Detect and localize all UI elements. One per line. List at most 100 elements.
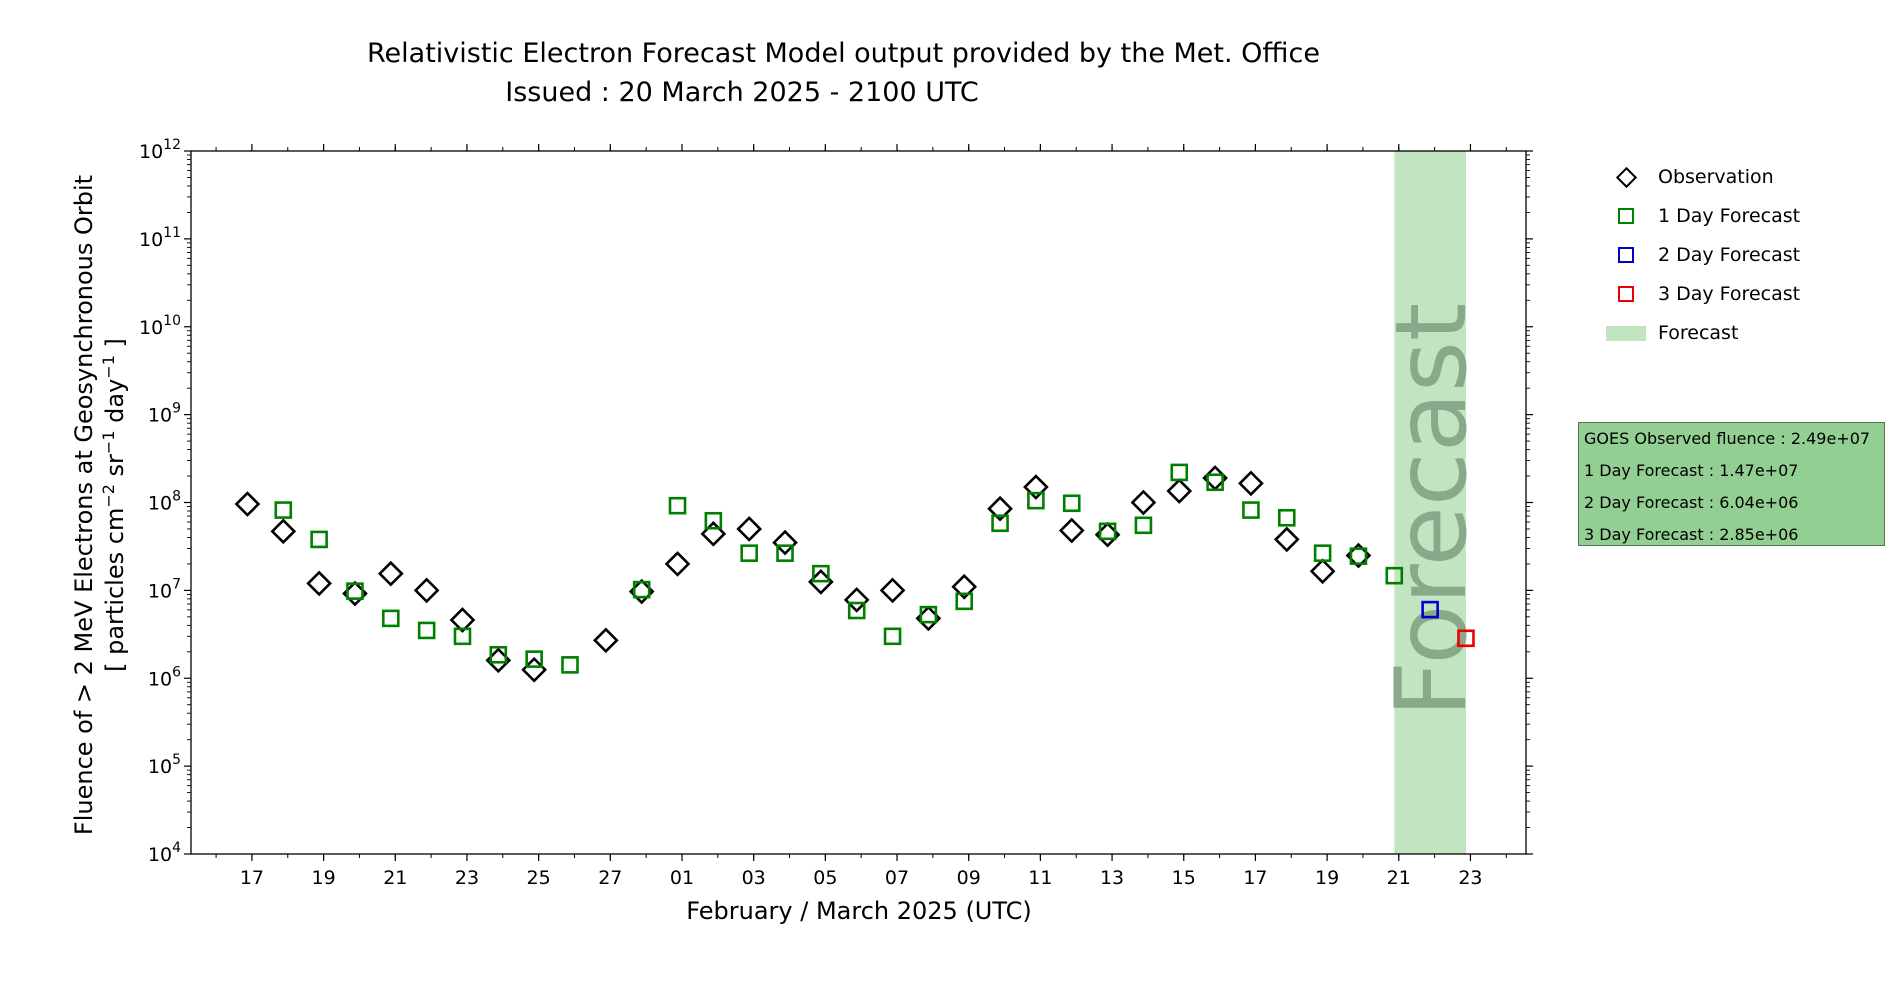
y-axis-label-part: [ particles cm — [101, 508, 129, 672]
forecast-point — [1134, 516, 1153, 535]
x-tick-label: 21 — [383, 867, 407, 889]
x-tick-label: 21 — [1387, 867, 1411, 889]
observation-point — [736, 516, 763, 542]
x-tick-label: 07 — [885, 867, 909, 889]
square-marker-icon — [1618, 208, 1634, 224]
forecast-point — [955, 592, 974, 611]
y-tick-label: 1010 — [139, 313, 181, 339]
forecast-band — [1394, 151, 1466, 854]
chart-subtitle: Issued : 20 March 2025 - 2100 UTC — [505, 77, 979, 108]
data-series — [234, 463, 1475, 683]
x-tick-label: 01 — [670, 867, 694, 889]
x-axis-label: February / March 2025 (UTC) — [686, 897, 1032, 925]
axis-ticks: 17 19 21 23 25 27 01 03 05 07 09 11 13 15 17 19 21 23 104 1… — [139, 137, 1533, 889]
forecast-point — [632, 580, 651, 599]
legend-label: Observation — [1658, 166, 1774, 188]
observation-point — [1238, 470, 1264, 497]
observation-point — [449, 607, 476, 633]
y-axis-label-exp: −1 — [99, 355, 118, 379]
y-axis-label-part: day — [101, 379, 129, 431]
forecast-point — [1313, 544, 1332, 562]
observation-point — [1058, 517, 1085, 544]
legend-marker-2-day — [1596, 239, 1656, 271]
observation-point — [270, 518, 297, 545]
x-tick-label: 13 — [1100, 867, 1124, 889]
observation-point — [1130, 489, 1157, 516]
forecast-band-layer: Forecast — [1375, 151, 1489, 854]
x-tick-label: 19 — [312, 867, 336, 889]
forecast-point — [346, 582, 364, 600]
forecast-point — [991, 514, 1009, 533]
forecast-point — [1098, 522, 1117, 541]
legend-patch-forecast — [1596, 317, 1656, 349]
y-tick-label: 107 — [148, 576, 181, 602]
forecast-point — [740, 544, 758, 562]
x-tick-label: 17 — [1243, 867, 1267, 889]
legend-label: 1 Day Forecast — [1658, 205, 1801, 227]
legend-item-1-day-forecast: 1 Day Forecast — [1596, 200, 1800, 232]
observation-point — [951, 573, 978, 600]
forecast-point — [489, 645, 508, 664]
observation-point — [592, 627, 619, 654]
legend-marker-observation — [1596, 161, 1656, 193]
x-tick-label: 11 — [1028, 867, 1052, 889]
series-2-day-forecast — [1421, 600, 1439, 619]
y-axis-label-part: ] — [101, 338, 129, 355]
y-tick-label: 1012 — [139, 137, 181, 163]
forecast-point — [1170, 463, 1189, 482]
observation-point — [879, 577, 906, 604]
plot-frame — [190, 150, 1527, 855]
legend-marker-1-day — [1596, 200, 1656, 232]
observation-point — [700, 520, 727, 547]
forecast-point — [310, 530, 328, 549]
y-tick-label: 1011 — [139, 225, 181, 251]
info-day1: 1 Day Forecast : 1.47e+07 — [1584, 461, 1799, 480]
x-tick-label: 23 — [455, 867, 479, 889]
forecast-point — [1277, 508, 1296, 527]
series-1-day-forecast — [274, 463, 1404, 674]
forecast-point — [776, 544, 794, 562]
x-tick-label: 03 — [742, 867, 766, 889]
series-observation — [234, 465, 1372, 683]
y-tick-label: 109 — [148, 401, 181, 427]
y-axis-label-exp: −2 — [99, 484, 118, 508]
forecast-point — [1062, 494, 1081, 513]
forecast-point — [274, 501, 293, 519]
x-tick-label: 15 — [1172, 867, 1196, 889]
observation-point — [1166, 478, 1193, 504]
info-day3: 3 Day Forecast : 2.85e+06 — [1584, 525, 1799, 544]
forecast-point — [812, 564, 830, 583]
forecast-point — [1206, 473, 1224, 492]
x-tick-label: 23 — [1458, 867, 1482, 889]
legend-item-2-day-forecast: 2 Day Forecast — [1596, 239, 1800, 271]
forecast-point — [847, 601, 866, 620]
legend-item-observation: Observation — [1596, 161, 1774, 193]
observation-point — [664, 551, 691, 577]
x-tick-label: 17 — [240, 867, 264, 889]
legend-marker-3-day — [1596, 278, 1656, 310]
x-tick-label: 19 — [1315, 867, 1339, 889]
forecast-point — [919, 605, 938, 624]
x-tick-label: 05 — [813, 867, 837, 889]
observation-point — [1023, 474, 1049, 500]
forecast-point — [704, 511, 723, 530]
legend-label: 3 Day Forecast — [1658, 283, 1801, 305]
info-day2: 2 Day Forecast : 6.04e+06 — [1584, 493, 1799, 512]
observation-point — [1309, 558, 1336, 585]
series-3-day-forecast — [1457, 629, 1475, 648]
x-tick-label: 27 — [598, 867, 622, 889]
y-axis-label-line1: Fluence of > 2 MeV Electrons at Geosynch… — [70, 175, 98, 835]
observation-point — [772, 529, 798, 556]
forecast-point — [1421, 600, 1439, 619]
observation-point — [413, 577, 440, 604]
legend-label: Forecast — [1658, 322, 1739, 344]
square-marker-icon — [1618, 286, 1634, 302]
observation-point — [1273, 526, 1300, 553]
observation-point — [306, 570, 332, 597]
forecast-band-label: Forecast — [1375, 303, 1489, 718]
info-observed: GOES Observed fluence : 2.49e+07 — [1584, 429, 1871, 448]
forecast-point — [1027, 491, 1045, 510]
legend-label: 2 Day Forecast — [1658, 244, 1801, 266]
observation-point — [843, 587, 870, 613]
